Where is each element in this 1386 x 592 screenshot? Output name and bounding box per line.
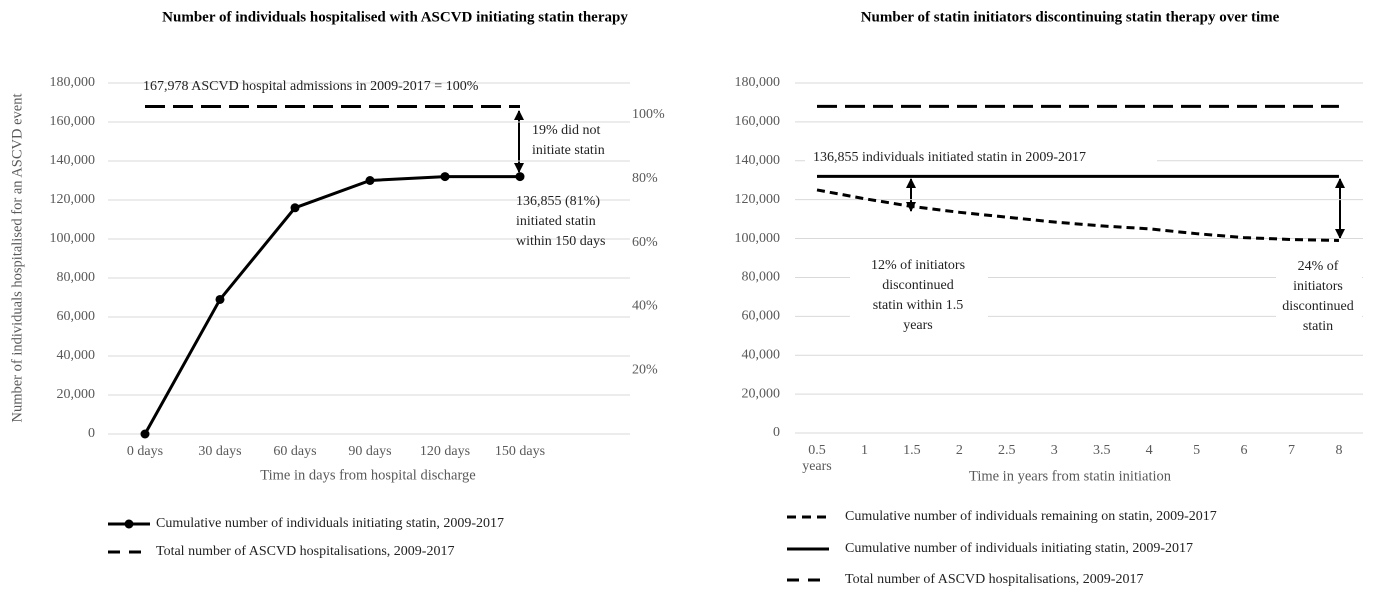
data-point bbox=[290, 203, 300, 213]
y2-tick-label: 80% bbox=[632, 171, 658, 186]
data-point bbox=[365, 176, 375, 185]
y-tick-label: 40,000 bbox=[742, 347, 781, 362]
y-tick-label: 140,000 bbox=[50, 153, 96, 168]
x-tick-label-box: 0 days bbox=[126, 444, 164, 459]
x-tick-label: 4 bbox=[1145, 443, 1153, 458]
annotation-background bbox=[850, 254, 988, 338]
legend-label: Cumulative number of individuals remaini… bbox=[845, 509, 1217, 524]
y-tick-label: 100,000 bbox=[735, 231, 781, 246]
x-tick-label-box: 3.5 bbox=[1092, 443, 1111, 458]
annotation: statin within 1.5 bbox=[873, 298, 964, 313]
x-tick-label-box: 120 days bbox=[419, 444, 471, 459]
x-tick-label-box: 1.5 bbox=[903, 443, 921, 458]
y-tick-label: 100,000 bbox=[50, 231, 96, 246]
y2-tick-label: 40% bbox=[632, 299, 658, 314]
x-tick-label-box: 5 bbox=[1193, 443, 1201, 458]
x-tick-label-box: 3 bbox=[1050, 443, 1058, 458]
x-tick-label: 7 bbox=[1288, 443, 1295, 458]
x-tick-label: 120 days bbox=[419, 444, 471, 459]
x-tick-label: 2.5 bbox=[998, 443, 1016, 458]
y-tick-label: 160,000 bbox=[50, 114, 96, 129]
x-tick-label: 60 days bbox=[273, 444, 317, 459]
x-tick-label-box: 7 bbox=[1288, 443, 1295, 458]
annotation: discontinued bbox=[882, 278, 954, 293]
annotation: within 150 days bbox=[516, 234, 605, 249]
y2-tick-label: 100% bbox=[632, 107, 665, 122]
legend-marker bbox=[124, 519, 134, 529]
x-tick-label: 1 bbox=[860, 443, 868, 458]
x-tick-label-box: 8 bbox=[1335, 443, 1343, 458]
x-tick-label: 0 days bbox=[126, 444, 164, 459]
y-tick-label: 80,000 bbox=[742, 270, 781, 285]
y-tick-label: 20,000 bbox=[57, 387, 96, 402]
annotation: 19% did not bbox=[532, 123, 601, 138]
annotation: 24% of bbox=[1298, 259, 1339, 274]
x-tick-label: 3.5 bbox=[1092, 443, 1111, 458]
x-tick-label: 150 days bbox=[494, 444, 546, 459]
x-tick-label: 8 bbox=[1335, 443, 1343, 458]
x-tick-label: 6 bbox=[1240, 443, 1248, 458]
x-tick-label: 5 bbox=[1193, 443, 1201, 458]
x-tick-label: 0.5 years bbox=[802, 443, 832, 474]
y-tick-label: 80,000 bbox=[57, 270, 96, 285]
x-tick-label: 2 bbox=[955, 443, 963, 458]
chart-title: Number of statin initiators discontinuin… bbox=[861, 9, 1280, 25]
series-line bbox=[143, 175, 520, 435]
y-tick-label: 180,000 bbox=[735, 75, 781, 90]
annotation: 167,978 ASCVD hospital admissions in 200… bbox=[143, 79, 479, 94]
annotation-background bbox=[805, 146, 1157, 170]
x-tick-label: 90 days bbox=[348, 444, 392, 459]
x-tick-label-box: 90 days bbox=[348, 444, 392, 459]
legend-label: Cumulative number of individuals initiat… bbox=[845, 541, 1193, 556]
x-tick-label-box: 60 days bbox=[273, 444, 317, 459]
x-tick-label-box: 0.5 years bbox=[802, 443, 832, 474]
y-tick-label: 0 bbox=[773, 425, 780, 440]
x-tick-label: 30 days bbox=[198, 444, 242, 459]
y-tick-label: 60,000 bbox=[57, 309, 96, 324]
x-tick-label-box: 4 bbox=[1145, 443, 1153, 458]
data-point bbox=[140, 429, 150, 439]
annotation-background bbox=[1276, 255, 1362, 337]
annotation: discontinued bbox=[1282, 299, 1354, 314]
data-point bbox=[515, 172, 525, 182]
x-tick-label: 3 bbox=[1050, 443, 1058, 458]
data-point bbox=[215, 294, 225, 304]
legend-label: Total number of ASCVD hospitalisations, … bbox=[156, 544, 454, 559]
x-tick-label-box: 150 days bbox=[494, 444, 546, 459]
x-tick-label-box: 6 bbox=[1240, 443, 1248, 458]
x-tick-label-box: 1 bbox=[860, 443, 868, 458]
chart-title: Number of individuals hospitalised with … bbox=[162, 9, 628, 25]
y-tick-label: 160,000 bbox=[735, 114, 781, 129]
y-tick-label: 120,000 bbox=[50, 192, 96, 207]
x-tick-label-box: 2.5 bbox=[998, 443, 1016, 458]
y-tick-label: 180,000 bbox=[50, 75, 96, 90]
y-tick-label: 60,000 bbox=[742, 309, 781, 324]
annotation: initiate statin bbox=[532, 143, 605, 158]
x-axis-label: Time in years from statin initiation bbox=[969, 468, 1172, 484]
annotation: initiated statin bbox=[516, 214, 596, 229]
y-tick-label: 20,000 bbox=[742, 386, 781, 401]
annotation: 136,855 (81%) bbox=[516, 194, 600, 209]
annotation: initiators bbox=[1293, 279, 1343, 294]
y-tick-label: 120,000 bbox=[735, 192, 781, 207]
y2-tick-label: 20% bbox=[632, 362, 658, 377]
x-tick-label: 1.5 bbox=[903, 443, 921, 458]
series-line bbox=[816, 188, 1339, 242]
annotation: 136,855 individuals initiated statin in … bbox=[813, 150, 1086, 165]
y-tick-label: 0 bbox=[88, 426, 95, 441]
x-tick-label-box: 2 bbox=[955, 443, 963, 458]
y2-tick-label: 60% bbox=[632, 235, 658, 250]
y-axis-label: Number of individuals hospitalised for a… bbox=[9, 93, 25, 422]
data-point bbox=[440, 172, 450, 182]
legend-label: Total number of ASCVD hospitalisations, … bbox=[845, 572, 1143, 587]
legend-label: Cumulative number of individuals initiat… bbox=[156, 516, 504, 531]
annotation: years bbox=[903, 318, 933, 333]
y-tick-label: 140,000 bbox=[735, 153, 781, 168]
y-tick-label: 40,000 bbox=[57, 348, 96, 363]
annotation: 12% of initiators bbox=[871, 258, 965, 273]
x-tick-label-box: 30 days bbox=[198, 444, 242, 459]
annotation: statin bbox=[1303, 319, 1333, 334]
x-axis-label: Time in days from hospital discharge bbox=[260, 467, 475, 483]
